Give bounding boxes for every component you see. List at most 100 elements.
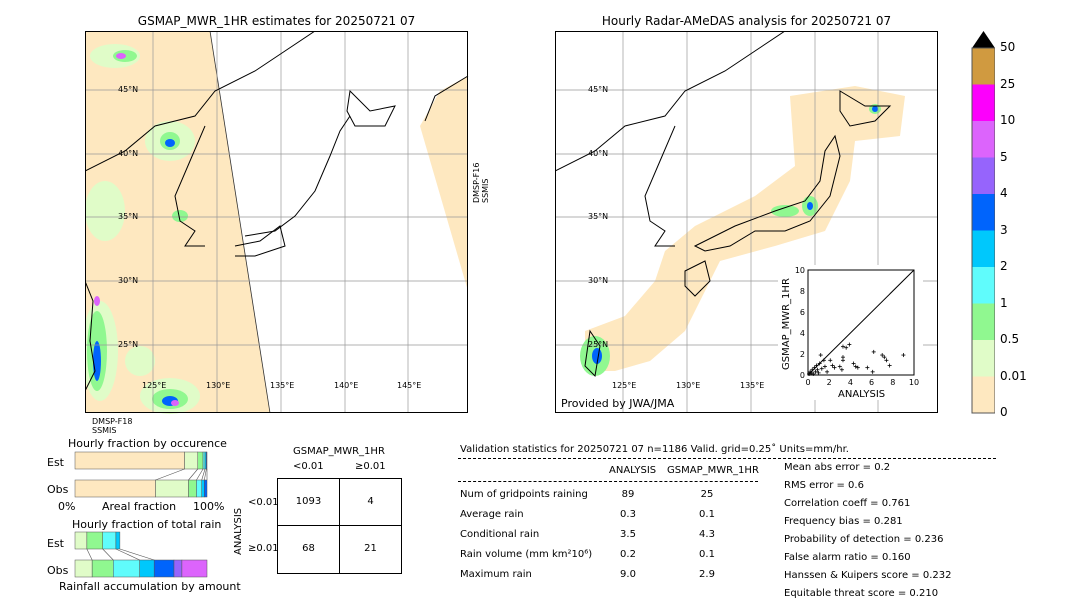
- obs-segment: [196, 479, 202, 498]
- rain-area-intense: [94, 53, 179, 406]
- cell: 1093: [295, 496, 322, 507]
- table-divider: [339, 479, 340, 573]
- colorbar-bin: [972, 157, 995, 194]
- map-frame: [85, 31, 468, 413]
- stat-g: 2.9: [699, 569, 715, 580]
- scatter-point: [830, 363, 835, 368]
- divider: [458, 458, 996, 459]
- stat-a: 0.3: [620, 509, 636, 520]
- stats-header: Validation statistics for 20250721 07 n=…: [460, 444, 849, 455]
- map-gridlines: [85, 31, 468, 413]
- col-gsmap: GSMAP_MWR_1HR: [667, 465, 759, 476]
- colorbar-tick: 0.01: [1000, 368, 1027, 383]
- colorbar-tick: 0.5: [1000, 332, 1020, 346]
- score-item: Correlation coeff = 0.761: [784, 498, 911, 509]
- est-segment: [184, 451, 199, 470]
- connector-line: [188, 468, 198, 481]
- obs-segment: [188, 479, 197, 498]
- row-header: <0.01: [248, 497, 279, 508]
- scatter-point: [851, 361, 856, 366]
- scatter-point: [839, 367, 844, 372]
- stat-a: 9.0: [620, 569, 636, 580]
- lon-label: 125°E: [612, 381, 637, 390]
- divider: [458, 481, 758, 482]
- scatter-point: [819, 366, 824, 371]
- scatter-point: [853, 364, 858, 369]
- lon-label: 140°E: [334, 381, 359, 390]
- stat-g: 25: [700, 489, 714, 500]
- colorbar-tick: 3: [1000, 222, 1008, 237]
- col-header: <0.01: [293, 461, 324, 472]
- connector-line: [115, 548, 140, 561]
- contingency-title: GSMAP_MWR_1HR: [293, 446, 385, 457]
- swath-coverage-f18: [85, 31, 270, 413]
- score-item: False alarm ratio = 0.160: [784, 552, 911, 563]
- obs-segment: [113, 559, 140, 578]
- coastlines: [555, 31, 892, 378]
- connector-line: [196, 468, 204, 481]
- right-map-title: Hourly Radar-AMeDAS analysis for 2025072…: [601, 14, 892, 28]
- scatter-point: [840, 344, 845, 349]
- stat-label: Rain volume (mm km²10⁶): [460, 549, 593, 560]
- score-item: Equitable threat score = 0.210: [784, 588, 939, 599]
- colorbar-bin: [972, 84, 995, 121]
- colorbar-bin: [972, 303, 995, 340]
- colorbar-bin: [972, 48, 995, 85]
- y-tick: 8: [800, 287, 805, 296]
- lat-label: 30°N: [588, 276, 609, 285]
- y-tick: 10: [795, 266, 805, 275]
- colorbar-tick: 10: [1000, 113, 1016, 127]
- x-tick: 0: [805, 378, 810, 387]
- obs-segment: [153, 559, 175, 578]
- colorbar-bin: [972, 230, 995, 267]
- swath-satellite: DMSP-F18: [92, 417, 133, 426]
- lat-label: 30°N: [118, 276, 139, 285]
- y-tick: 0: [800, 371, 805, 380]
- lon-label: 130°E: [206, 381, 231, 390]
- cell: 4: [367, 496, 374, 507]
- lat-label: 25°N: [588, 340, 609, 349]
- cell: 68: [302, 543, 315, 554]
- scatter-xlabel: ANALYSIS: [838, 389, 886, 400]
- scatter-point: [809, 370, 814, 375]
- scatter-point: [810, 367, 815, 372]
- connector-line: [102, 548, 114, 561]
- scatter-point: [818, 353, 823, 358]
- scatter-point: [865, 365, 870, 370]
- scatter-point: [815, 367, 820, 372]
- obs-segment: [91, 559, 114, 578]
- rain-fraction-bars: [74, 531, 208, 578]
- scatter-point: [882, 355, 887, 360]
- stat-label: Maximum rain: [460, 569, 532, 580]
- stat-label: Average rain: [460, 509, 524, 520]
- swath-satellite: DMSP-F16: [472, 162, 481, 203]
- lon-label: 130°E: [676, 381, 701, 390]
- lat-label: 45°N: [588, 85, 609, 94]
- est-segment: [102, 531, 117, 550]
- x-tick: 2: [827, 378, 832, 387]
- occurrence-bars: [74, 451, 208, 498]
- est-segment: [115, 531, 121, 550]
- map-frame: [555, 31, 938, 413]
- credit-text: Provided by JWA/JMA: [561, 397, 675, 410]
- connector-line: [86, 548, 93, 561]
- y-tick: 4: [800, 329, 805, 338]
- obs-segment: [201, 479, 205, 498]
- obs-segment: [181, 559, 208, 578]
- stat-label: Conditional rain: [460, 529, 540, 540]
- y-tick: 2: [800, 350, 805, 359]
- scatter-point: [837, 364, 842, 369]
- colorbar-tick: 1: [1000, 295, 1008, 310]
- rain-fraction-title: Hourly fraction of total rain: [72, 518, 222, 531]
- est-segment: [197, 451, 204, 470]
- obs-segment: [204, 479, 208, 498]
- scatter-point: [840, 355, 845, 360]
- stat-g: 0.1: [699, 509, 715, 520]
- x-tick: 10: [909, 378, 919, 387]
- lon-label: 135°E: [740, 381, 765, 390]
- swath-label-f18: DMSP-F18 SSMIS: [92, 417, 132, 435]
- bar-label-est: Est: [47, 537, 64, 550]
- lat-label: 40°N: [588, 149, 609, 158]
- x-tick: 8: [890, 378, 895, 387]
- scatter-point: [901, 353, 906, 358]
